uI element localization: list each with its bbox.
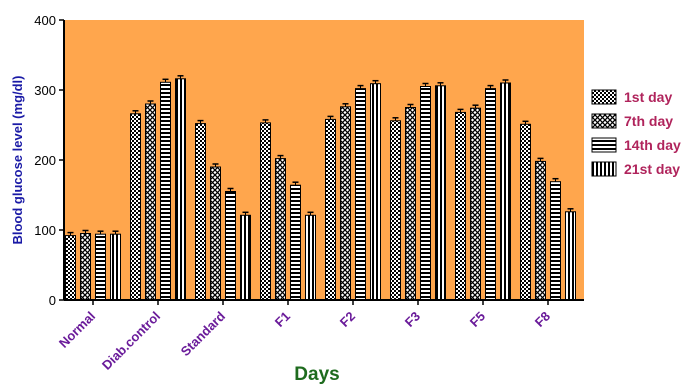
bar-f8-series-3 xyxy=(550,181,561,301)
y-tick-label: 100 xyxy=(34,223,56,238)
legend-label: 1st day xyxy=(624,89,672,105)
legend-swatch xyxy=(591,137,617,153)
bar-f1-series-3 xyxy=(290,184,301,301)
bar-f5-series-3 xyxy=(485,88,496,301)
bar-f2-series-2 xyxy=(340,106,351,301)
bar-standard-series-3 xyxy=(225,191,236,301)
bar-f3-series-1 xyxy=(390,120,401,301)
x-tick-label: F5 xyxy=(467,309,488,330)
bar-diab-control-series-3 xyxy=(160,81,171,301)
bar-normal-series-1 xyxy=(65,235,76,301)
bar-f1-series-4 xyxy=(305,214,316,301)
bar-f1-series-2 xyxy=(275,158,286,301)
x-tick-label: F8 xyxy=(532,309,553,330)
bar-standard-series-1 xyxy=(195,123,206,301)
bar-normal-series-3 xyxy=(95,233,106,301)
bar-normal-series-4 xyxy=(110,233,121,301)
x-axis-label: Days xyxy=(294,364,339,385)
legend-label: 14th day xyxy=(624,137,681,153)
bar-f8-series-4 xyxy=(565,211,576,301)
x-tick-label: Standard xyxy=(178,308,228,358)
bar-f5-series-1 xyxy=(455,111,466,301)
bar-diab-control-series-2 xyxy=(145,103,156,301)
y-tick-label: 300 xyxy=(34,83,56,98)
legend-swatch xyxy=(591,89,617,105)
legend-label: 21st day xyxy=(624,161,680,177)
x-tick-label: Diab.control xyxy=(99,309,163,373)
legend-swatch xyxy=(591,113,617,129)
bar-f2-series-3 xyxy=(355,88,366,301)
y-tick-label: 0 xyxy=(49,293,56,308)
bar-f3-series-3 xyxy=(420,86,431,301)
bar-standard-series-4 xyxy=(240,214,251,301)
bar-f5-series-2 xyxy=(470,107,481,301)
bar-f8-series-2 xyxy=(535,160,546,301)
bar-diab-control-series-4 xyxy=(175,78,186,301)
bar-standard-series-2 xyxy=(210,166,221,301)
bar-f2-series-1 xyxy=(325,118,336,301)
bar-f3-series-4 xyxy=(435,85,446,301)
x-tick-label: Normal xyxy=(56,309,98,351)
legend-swatch xyxy=(591,161,617,177)
x-tick-label: F3 xyxy=(402,309,423,330)
bar-f5-series-4 xyxy=(500,82,511,301)
y-tick-label: 400 xyxy=(34,13,56,28)
legend: 1st day 7th day 14th day 21st day xyxy=(591,89,681,177)
y-tick-label: 200 xyxy=(34,153,56,168)
x-tick-label: F1 xyxy=(272,309,293,330)
bar-normal-series-2 xyxy=(80,233,91,301)
bar-f8-series-1 xyxy=(520,123,531,301)
x-tick-label: F2 xyxy=(337,309,358,330)
y-tick-labels: 0 100 200 300 400 xyxy=(34,13,56,308)
axes-layer xyxy=(59,19,584,305)
bar-f2-series-4 xyxy=(370,83,381,301)
bar-diab-control-series-1 xyxy=(130,113,141,301)
bar-f1-series-1 xyxy=(260,122,271,301)
y-axis-label: Blood glucose level (mg/dl) xyxy=(10,75,25,244)
legend-label: 7th day xyxy=(624,113,673,129)
bar-f3-series-2 xyxy=(405,107,416,301)
